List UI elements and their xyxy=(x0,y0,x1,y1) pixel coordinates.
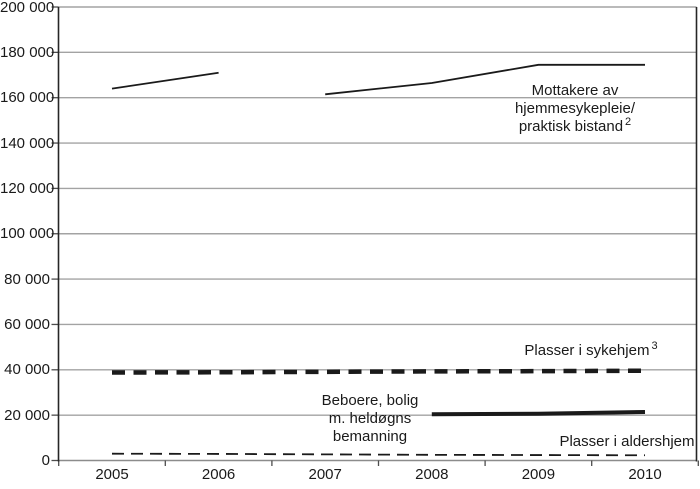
x-tick-label: 2008 xyxy=(415,466,449,483)
x-tick-label: 2009 xyxy=(521,466,556,483)
series-label-beboere: Beboere, bolig m. heldøgns bemanning xyxy=(295,392,445,446)
series-line-mottakere xyxy=(111,71,219,90)
y-tick-label: 200 000 xyxy=(0,0,55,16)
series-label-mottakere: Mottakere av hjemmesykepleie/ praktisk b… xyxy=(475,82,675,136)
series-label-line: hjemmesykepleie/ xyxy=(514,100,636,117)
series-line-sykehjem xyxy=(111,368,646,375)
series-label-aldershjem: Plasser i aldershjem xyxy=(527,433,700,451)
series-label-line: praktisk bistand xyxy=(518,118,624,135)
series-line-aldershjem xyxy=(111,452,646,457)
series-label-line: Mottakere av xyxy=(531,82,619,99)
x-tick-label: 2005 xyxy=(95,466,129,483)
series-line-mottakere xyxy=(325,63,645,96)
y-tick-label: 160 000 xyxy=(0,89,55,107)
series-label-line: Plasser i sykehjem xyxy=(524,342,650,359)
series-label-sykehjem: Plasser i sykehjem 3 xyxy=(491,340,691,360)
y-tick-label: 140 000 xyxy=(0,134,55,152)
y-tick-label: 60 000 xyxy=(4,315,50,333)
x-tick-label: 2006 xyxy=(201,466,236,483)
series-label-line: bemanning xyxy=(332,428,408,445)
x-tick-label: 2007 xyxy=(308,466,342,483)
y-tick-label: 20 000 xyxy=(4,406,50,424)
y-tick-label: 100 000 xyxy=(0,225,55,243)
series-line-beboere xyxy=(431,409,646,417)
series-label-line: Beboere, bolig xyxy=(321,392,419,409)
footnote-marker: 3 xyxy=(651,340,658,352)
y-tick-label: 0 xyxy=(41,452,50,469)
y-tick-label: 80 000 xyxy=(4,270,50,288)
y-tick-label: 40 000 xyxy=(4,361,50,379)
series-label-line: m. heldøgns xyxy=(328,410,412,427)
series-label-line: Plasser i aldershjem xyxy=(559,433,695,450)
x-tick-label: 2010 xyxy=(628,466,662,483)
footnote-marker: 2 xyxy=(625,116,632,128)
y-tick-label: 180 000 xyxy=(0,43,55,61)
y-tick-label: 120 000 xyxy=(0,179,55,197)
